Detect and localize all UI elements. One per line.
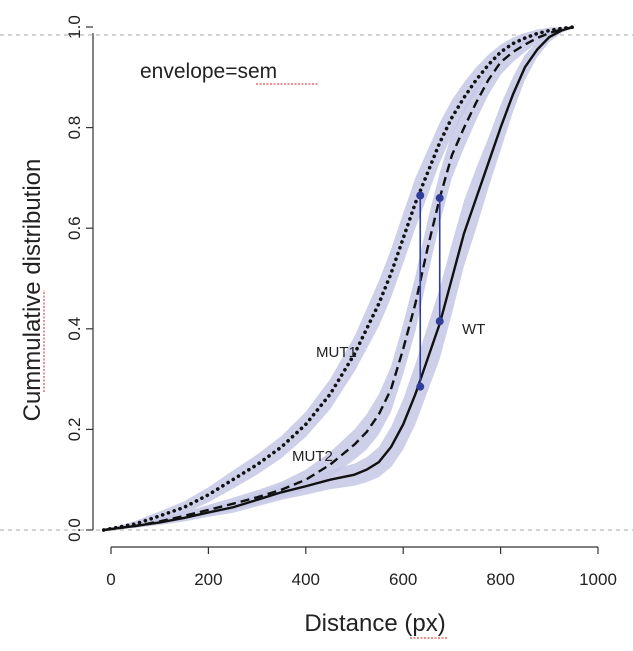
x-tick-label-0: 0: [106, 570, 115, 589]
y-axis-title: Cummulative distribution: [19, 159, 46, 422]
difference-marker-high-1: [416, 191, 425, 200]
y-tick-label-0.2: 0.2: [65, 418, 84, 442]
series-line-mut2: [103, 25, 574, 532]
x-tick-label-200: 200: [194, 570, 222, 589]
x-tick-label-400: 400: [292, 570, 320, 589]
x-tick-label-800: 800: [486, 570, 514, 589]
difference-marker-high-2: [435, 194, 444, 203]
series-label-mut2: MUT2: [292, 448, 333, 465]
y-tick-label-0.6: 0.6: [65, 216, 84, 240]
series-label-mut1: MUT1: [316, 344, 357, 361]
y-tick-label-0.8: 0.8: [65, 116, 84, 140]
envelope-annotation: envelope=sem: [140, 60, 277, 83]
difference-marker-low-1: [416, 382, 425, 391]
envelope-mut2: [103, 27, 574, 530]
y-tick-label-1.0: 1.0: [65, 15, 84, 39]
x-tick-label-1000: 1000: [579, 570, 617, 589]
x-tick-label-600: 600: [389, 570, 417, 589]
x-axis-title: Distance (px): [304, 610, 445, 637]
y-tick-label-0.4: 0.4: [65, 317, 84, 341]
y-tick-label-0.0: 0.0: [65, 518, 84, 542]
series-label-wt: WT: [462, 321, 485, 338]
series-line-wt: [103, 25, 574, 532]
difference-marker-low-2: [435, 317, 444, 326]
